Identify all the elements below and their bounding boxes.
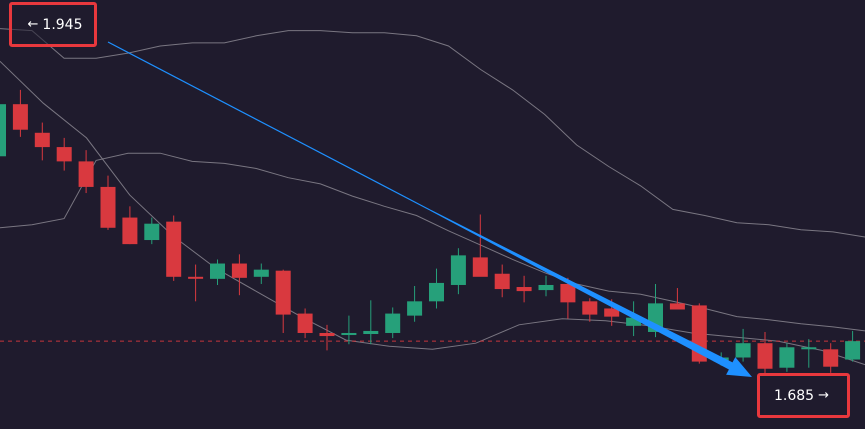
candle-body (385, 313, 401, 333)
candle (341, 315, 357, 345)
candle (735, 328, 751, 362)
start-price-value: 1.945 (42, 16, 83, 33)
candle (757, 331, 773, 375)
candle (144, 217, 160, 245)
candle-body (297, 313, 313, 333)
candle-body (275, 270, 291, 315)
right-arrow-icon: → (818, 388, 829, 403)
candle-body (626, 317, 642, 326)
candle-body (472, 257, 488, 277)
candle (823, 343, 839, 373)
candle-body (122, 217, 138, 245)
candle (275, 269, 291, 333)
candle (516, 275, 532, 303)
candle (801, 339, 817, 368)
candle (319, 324, 335, 351)
candle-body (341, 332, 357, 336)
candle (100, 175, 116, 230)
candle-body (210, 263, 225, 279)
candle (12, 89, 28, 137)
candle-body (407, 301, 423, 316)
candle (407, 286, 423, 322)
start-price-label: ← 1.945 (9, 2, 97, 47)
end-price-label: 1.685 → (757, 373, 850, 418)
candle (34, 122, 50, 161)
candle (582, 298, 598, 322)
candle-body (604, 308, 620, 317)
candle (188, 264, 204, 302)
candle-body (779, 347, 795, 368)
candle-body (363, 330, 379, 335)
candle-body (253, 269, 269, 277)
candle-body (845, 341, 861, 360)
candle-body (560, 283, 576, 303)
candle (385, 307, 401, 339)
candle (253, 263, 269, 284)
candle (494, 264, 510, 298)
left-arrow-icon: ← (27, 17, 39, 32)
candle-body (801, 347, 817, 350)
candle-body (582, 301, 598, 315)
end-price-value: 1.685 (774, 387, 815, 404)
trend-arrow-head (429, 209, 752, 377)
candle (429, 268, 444, 309)
candle-body (231, 263, 247, 278)
candle (0, 104, 6, 157)
candle (56, 137, 72, 171)
candle-body (735, 343, 751, 358)
bollinger-middle-band (0, 152, 865, 332)
candle-body (188, 276, 204, 279)
candle (210, 259, 225, 285)
candle-body (450, 255, 466, 285)
candle-body (823, 349, 839, 367)
candle-body (0, 104, 6, 157)
candle (166, 215, 182, 281)
candle-body (429, 282, 444, 302)
candle-body (56, 147, 72, 162)
candle-body (100, 186, 116, 228)
candle-body (757, 343, 773, 369)
candle-body (144, 223, 160, 241)
candle (450, 248, 466, 295)
candle (472, 214, 488, 277)
candle (122, 206, 138, 245)
candle (538, 275, 554, 297)
trend-arrow-line (107, 41, 431, 211)
candle (78, 150, 94, 194)
candle-body (319, 332, 335, 337)
candle (669, 288, 685, 310)
candle-body (669, 303, 685, 310)
candle (779, 343, 795, 372)
candle (845, 330, 861, 362)
candle-body (166, 221, 182, 277)
candle-body (538, 284, 554, 291)
candle-body (516, 287, 532, 292)
candle-body (494, 273, 510, 290)
candle (560, 277, 576, 319)
candle (297, 308, 313, 339)
candle (231, 254, 247, 296)
candle-body (34, 132, 50, 148)
candle (363, 300, 379, 345)
candle-body (78, 161, 94, 187)
bollinger-lower-band (0, 60, 865, 366)
bollinger-upper-band (0, 28, 865, 238)
candle-body (12, 104, 28, 130)
